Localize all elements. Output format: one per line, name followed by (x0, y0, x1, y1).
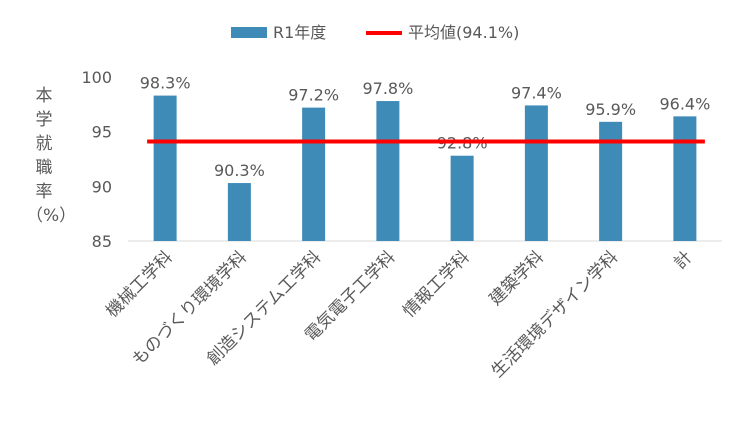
bar (673, 116, 697, 241)
data-label: 98.3% (140, 74, 191, 93)
legend-label-line: 平均値(94.1%) (408, 23, 520, 42)
y-tick-label: 85 (92, 232, 112, 251)
legend-label-bar: R1年度 (273, 23, 327, 42)
data-label: 95.9% (585, 100, 636, 119)
y-tick-label: 95 (92, 123, 112, 142)
bar (376, 101, 400, 241)
category-label: 生活環境デザイン学科 (487, 247, 622, 382)
data-label: 90.3% (214, 161, 265, 180)
bar (153, 95, 177, 241)
y-axis-label-char: 本 (35, 86, 53, 106)
category-label: 機械工学科 (102, 247, 176, 321)
category-label: 計 (670, 247, 696, 273)
y-axis-label-char: 職 (35, 158, 53, 178)
bar (524, 105, 548, 241)
bar (302, 107, 326, 241)
category-label: 建築学科 (486, 247, 548, 309)
legend-swatch-bar (231, 27, 267, 38)
data-label: 97.4% (511, 83, 562, 102)
bar (599, 121, 623, 241)
y-axis-label-char: 就 (35, 134, 53, 154)
y-axis-label-char: 率 (35, 182, 53, 202)
y-tick-label: 100 (81, 68, 112, 87)
legend-swatch-line (366, 31, 402, 35)
legend: R1年度 平均値(94.1%) (0, 22, 750, 44)
data-label: 97.8% (362, 79, 413, 98)
y-axis-label-char: 学 (35, 110, 53, 130)
y-tick-label: 90 (92, 177, 112, 196)
category-label: 情報工学科 (399, 247, 473, 321)
data-label: 96.4% (659, 94, 710, 113)
bar (450, 155, 474, 241)
data-label: 97.2% (288, 86, 339, 105)
bar (227, 183, 251, 241)
